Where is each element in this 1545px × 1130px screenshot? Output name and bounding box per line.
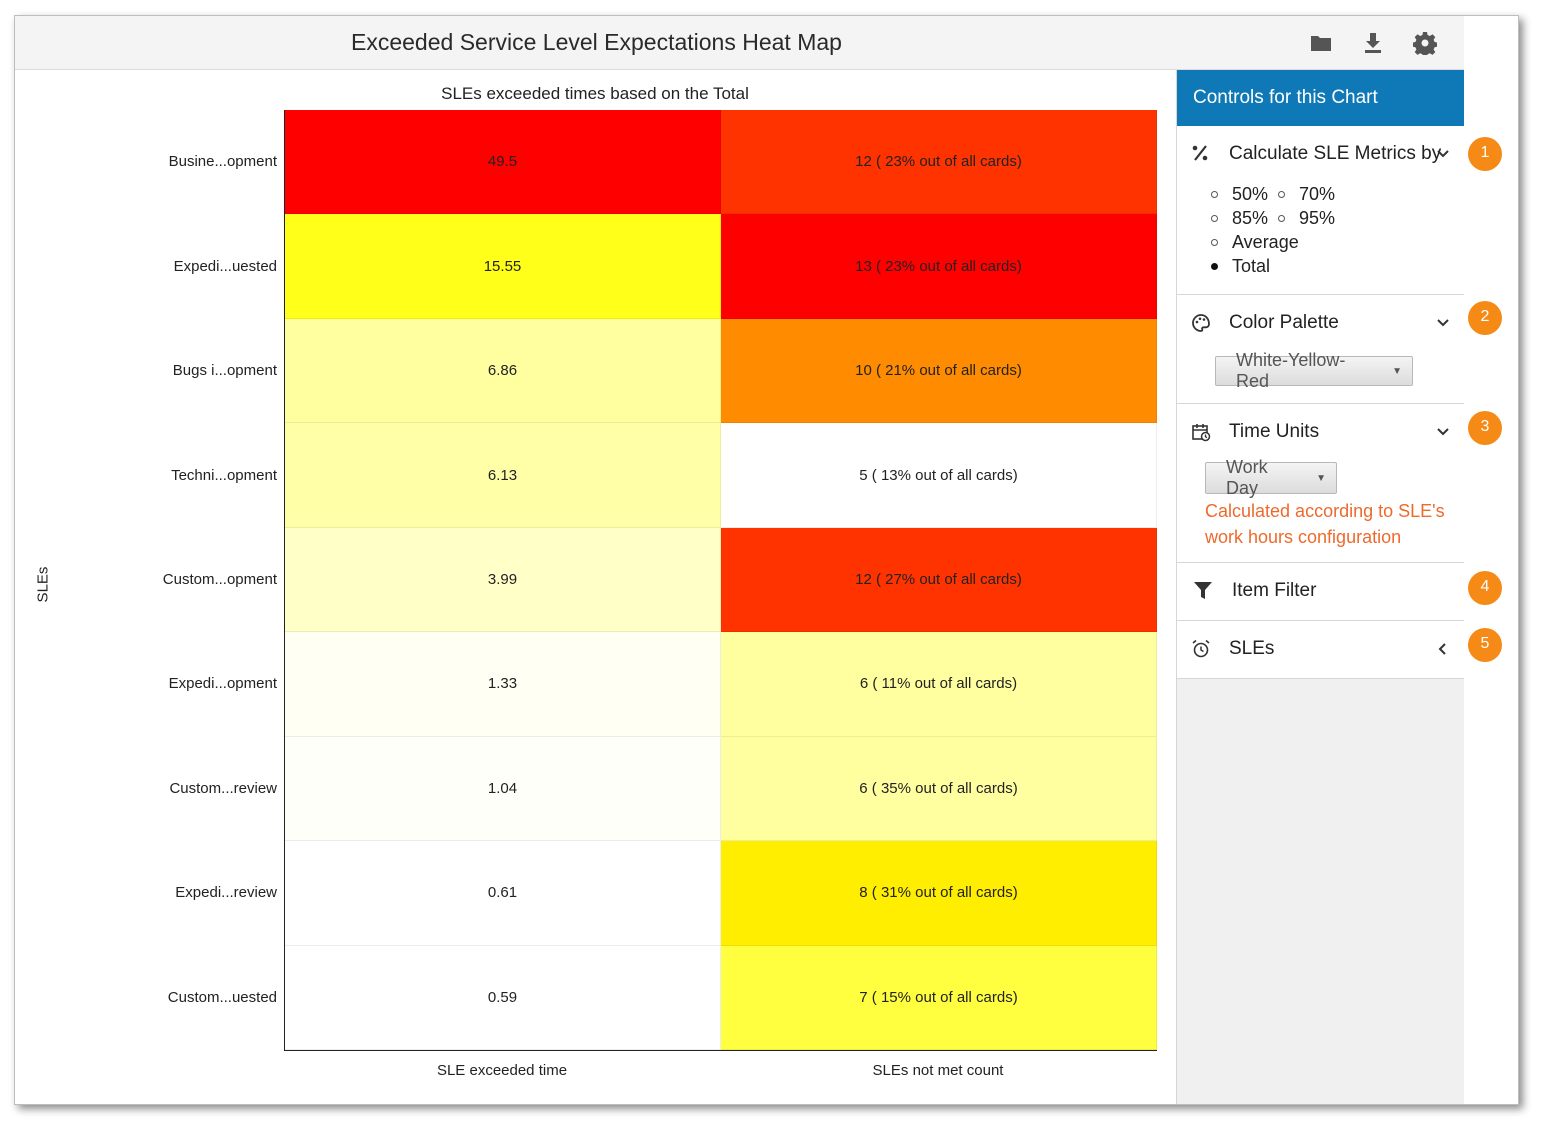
palette-icon <box>1192 314 1210 332</box>
heatmap-cell[interactable]: 6 ( 35% out of all cards) <box>721 736 1157 842</box>
section-sles-title: SLEs <box>1229 638 1275 659</box>
chart-title: SLEs exceeded times based on the Total <box>441 84 749 103</box>
section-time-title: Time Units <box>1229 421 1320 442</box>
step-badge-5: 5 <box>1468 628 1502 662</box>
gear-icon[interactable] <box>1413 31 1437 55</box>
step-badge-3: 3 <box>1468 411 1502 445</box>
heatmap-cell[interactable]: 8 ( 31% out of all cards) <box>721 841 1157 946</box>
row-label: Expedi...opment <box>168 675 277 693</box>
row-label: Custom...opment <box>162 571 277 588</box>
row-label: Bugs i...opment <box>172 362 277 380</box>
column-label: SLE exceeded time <box>436 1062 568 1079</box>
palette-select[interactable]: White-Yellow-Red ▼ <box>1215 350 1413 391</box>
section-filter-title: Item Filter <box>1232 580 1317 601</box>
heatmap-cell[interactable]: 15.55 <box>285 214 721 319</box>
download-icon[interactable] <box>1361 31 1385 55</box>
step-badge-1: 1 <box>1468 137 1502 171</box>
filter-icon <box>1194 582 1212 599</box>
heatmap-cell[interactable]: 6.86 <box>285 318 721 424</box>
step-badge-4: 4 <box>1468 571 1502 605</box>
chart-header: Exceeded Service Level Expectations Heat… <box>15 16 1464 70</box>
heatmap-cell[interactable]: 12 ( 23% out of all cards) <box>721 110 1157 215</box>
section-palette-title: Color Palette <box>1229 312 1339 333</box>
section-calc-title: Calculate SLE Metrics by <box>1229 143 1442 164</box>
heatmap-cell[interactable]: 0.61 <box>285 841 721 946</box>
radio-85[interactable]: 85% <box>1211 208 1268 229</box>
controls-panel: Controls for this Chart Calculate SLE Me… <box>1176 70 1465 1104</box>
row-label: Expedi...review <box>175 884 277 902</box>
heatmap-cell[interactable]: 6.13 <box>285 423 721 528</box>
radio-total[interactable]: Total <box>1211 256 1270 277</box>
section-item-filter[interactable]: Item Filter <box>1177 563 1465 621</box>
section-time-header[interactable]: Time Units <box>1177 404 1465 460</box>
folder-icon[interactable] <box>1309 31 1333 55</box>
heatmap-cell[interactable]: 49.5 <box>285 110 721 215</box>
radio-average[interactable]: Average <box>1211 232 1299 253</box>
y-axis-title: SLEs <box>34 566 52 603</box>
row-label: Techni...opment <box>171 466 277 484</box>
heatmap-grid: 49.5 12 ( 23% out of all cards) 15.55 13 ( … <box>284 110 1157 1051</box>
time-units-note: Calculated according to SLE's work hours… <box>1205 501 1445 547</box>
radio-70[interactable]: 70% <box>1278 184 1335 205</box>
radio-95[interactable]: 95% <box>1278 208 1335 229</box>
heatmap-cell[interactable]: 0.59 <box>285 945 721 1050</box>
heat-map-window: Exceeded Service Level Expectations Heat… <box>14 15 1519 1105</box>
right-margin <box>1464 16 1518 1104</box>
section-palette-header[interactable]: Color Palette <box>1177 295 1465 351</box>
heatmap-cell[interactable]: 13 ( 23% out of all cards) <box>721 214 1157 319</box>
calendar-clock-icon <box>1192 424 1211 442</box>
section-color-palette: Color Palette White-Yellow-Red ▼ <box>1177 295 1465 404</box>
heatmap-cell[interactable]: 3.99 <box>285 527 721 633</box>
page-title: Exceeded Service Level Expectations Heat… <box>351 29 842 55</box>
row-label: Expedi...uested <box>173 257 277 275</box>
section-calc-metrics: Calculate SLE Metrics by 50% 70% 85% 95%… <box>1177 126 1465 295</box>
step-badge-2: 2 <box>1468 301 1502 335</box>
heatmap-cell[interactable]: 10 ( 21% out of all cards) <box>721 318 1157 424</box>
time-unit-select[interactable]: Work Day ▼ <box>1205 457 1337 498</box>
column-label: SLEs not met count <box>872 1062 1004 1079</box>
chevron-down-icon[interactable] <box>1435 315 1451 331</box>
heatmap-cell[interactable]: 6 ( 11% out of all cards) <box>721 632 1157 737</box>
section-time-units: Time Units Work Day ▼ Calculated accordin… <box>1177 404 1465 563</box>
row-label: Custom...uested <box>167 988 277 1006</box>
chevron-down-icon[interactable] <box>1435 146 1451 162</box>
radio-50[interactable]: 50% <box>1211 184 1268 205</box>
heatmap-cell[interactable]: 1.04 <box>285 736 721 842</box>
heatmap-cell[interactable]: 12 ( 27% out of all cards) <box>721 527 1157 633</box>
section-sles: SLEs <box>1177 621 1465 679</box>
section-calc-header[interactable]: Calculate SLE Metrics by <box>1177 126 1465 182</box>
percent-icon <box>1192 145 1208 161</box>
row-label: Custom...review <box>169 779 277 797</box>
chevron-down-icon[interactable] <box>1435 424 1451 440</box>
chevron-left-icon[interactable] <box>1435 641 1451 657</box>
alarm-clock-icon <box>1192 639 1210 658</box>
row-label: Busine...opment <box>168 153 277 171</box>
heatmap-cell[interactable]: 1.33 <box>285 632 721 737</box>
heatmap-cell[interactable]: 5 ( 13% out of all cards) <box>721 423 1157 528</box>
section-sles-header[interactable]: SLEs <box>1177 621 1465 677</box>
panel-header: Controls for this Chart <box>1177 70 1465 126</box>
heatmap-cell[interactable]: 7 ( 15% out of all cards) <box>721 945 1157 1050</box>
calc-options: 50% 70% 85% 95% Average Total <box>1177 182 1465 286</box>
